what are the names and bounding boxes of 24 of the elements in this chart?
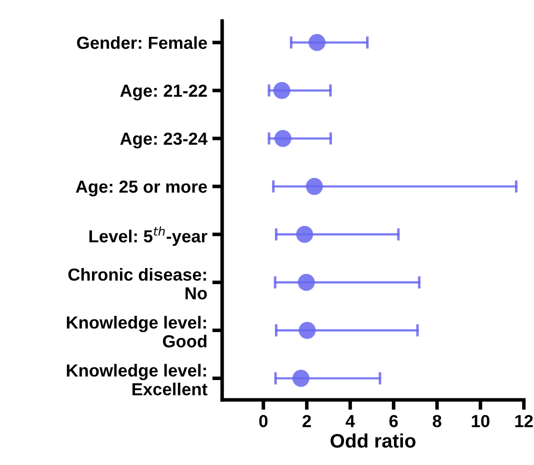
point [274, 130, 292, 147]
x-tick-label: 10 [472, 414, 490, 428]
y-tick-label: Age: 21-22 [120, 84, 207, 100]
x-tick-label: 6 [389, 414, 398, 428]
point [296, 226, 314, 243]
y-tick-label: Knowledge level: Excellent [66, 364, 208, 396]
y-tick-label: Level: 5$^{th}$-year [89, 226, 208, 246]
x-tick-label: 2 [302, 414, 311, 428]
x-tick-label: 8 [432, 414, 442, 428]
x-tick-label: 0 [259, 414, 268, 428]
x-axis-title: Odd ratio [330, 433, 416, 448]
y-tick-label: Knowledge level: Good [66, 316, 206, 348]
point [298, 322, 316, 339]
point [298, 274, 315, 291]
point [292, 370, 310, 387]
x-tick-label: 12 [515, 414, 533, 428]
y-tick-label: Age: 25 or more [76, 180, 207, 196]
x-tick-label: 4 [346, 415, 355, 428]
point [306, 178, 323, 195]
point [273, 82, 290, 99]
point [308, 34, 326, 52]
y-tick-label: Age: 23-24 [120, 132, 208, 148]
y-tick-label: Gender: Female [77, 36, 207, 49]
y-tick-label: Chronic disease: No [68, 268, 207, 300]
